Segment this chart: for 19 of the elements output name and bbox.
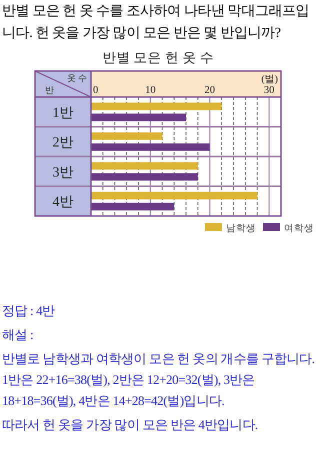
text: 반별 모은 헌 옷 수를 조사하여 나타낸 막대그래프입니다. 헌 옷을 가장 많이 모은 반은 몇 반입니까?: [2, 3, 310, 43]
y-tick-label: 1반: [52, 106, 74, 121]
legend-label: 남학생: [226, 223, 256, 234]
x-tick-label: 0: [93, 85, 98, 96]
x-tick-label: 30: [264, 85, 274, 96]
x-tick-label: 10: [145, 85, 156, 96]
y-tick-label: 3반: [52, 165, 74, 180]
chart-title: 반별 모은 헌 옷 수: [102, 50, 214, 65]
legend-label: 여학생: [284, 223, 314, 234]
y-axis-title: 반: [45, 85, 54, 95]
text: 정답 : 4반: [2, 302, 56, 320]
text: (벌): [261, 74, 278, 85]
text: 해설 :: [2, 326, 34, 344]
y-tick-label: 2반: [52, 136, 74, 151]
x-axis-title: 옷 수: [66, 73, 87, 83]
text: 따라서 헌 옷을 가장 많이 모은 반은 4반입니다.: [2, 416, 259, 434]
y-tick-label: 4반: [52, 195, 74, 210]
x-tick-label: 20: [204, 85, 215, 96]
text: 반별로 남학생과 여학생이 모은 헌 옷의 개수를 구합니다. 1반은 22+16=38(벌), 2반은 12+20=32(벌), 3반은 18+18=36(벌), 4반은 14+28=42(벌)입니다.: [2, 350, 316, 410]
